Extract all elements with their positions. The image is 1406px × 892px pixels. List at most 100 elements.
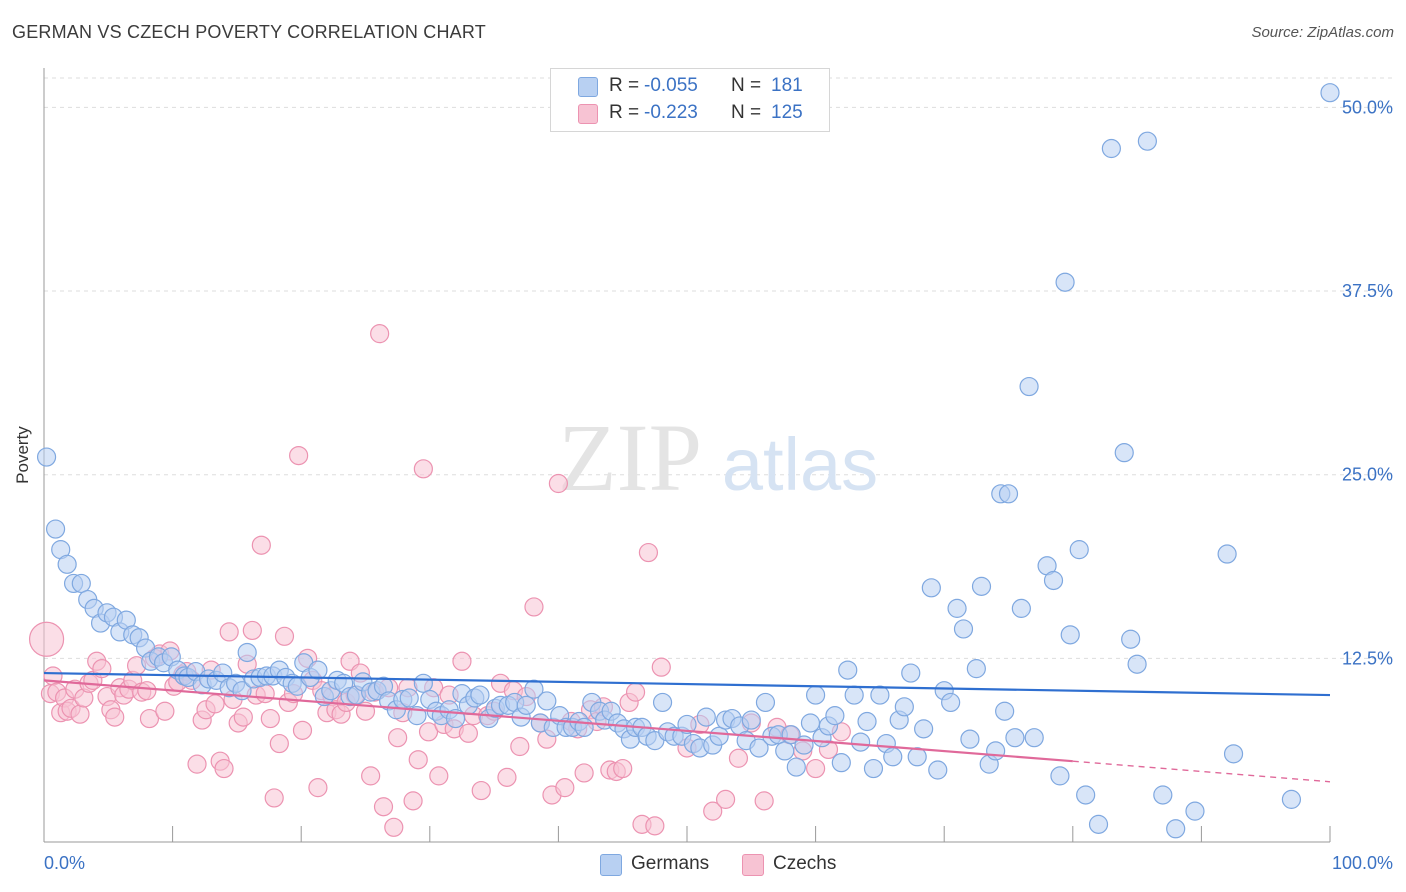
german-point (1121, 629, 1141, 649)
x-tick-labels: 0.0% 100.0% (44, 853, 1393, 873)
czechs-trend-extension (1072, 760, 1331, 783)
germans-trend-line (43, 671, 1331, 697)
german-point (953, 619, 974, 639)
czech-point (361, 766, 381, 786)
czech-point (452, 651, 472, 671)
czech-point (703, 801, 723, 821)
watermark-atlas: atlas (722, 423, 878, 506)
grid-lines (44, 77, 1395, 659)
czech-point (289, 445, 309, 466)
german-point (971, 576, 992, 596)
czech-point (373, 797, 394, 817)
german-point (413, 673, 433, 693)
watermark-zip: ZIP (558, 404, 702, 511)
german-point (1055, 272, 1075, 292)
y-tick-labels: 12.5% 25.0% 37.5% 50.0% (1342, 97, 1393, 668)
german-point (851, 732, 871, 752)
czech-point (625, 682, 646, 702)
czech-point (264, 788, 284, 808)
german-point (677, 714, 697, 735)
czech-point (574, 763, 594, 783)
r-label: R = (609, 75, 640, 96)
czech-point (274, 626, 295, 646)
german-point (237, 642, 257, 663)
czech-point (292, 720, 313, 740)
german-point (1005, 728, 1025, 748)
german-point (831, 753, 851, 773)
czech-point (715, 789, 736, 809)
czech-point (28, 621, 65, 657)
german-point (966, 659, 986, 679)
czech-point (413, 459, 433, 479)
legend-row-czechs: R = -0.223 N = 125 (551, 100, 829, 126)
czech-point (471, 780, 491, 801)
czechs-trend-line (43, 679, 1073, 763)
german-point (741, 710, 761, 730)
x-tick-label: 100.0% (1332, 853, 1393, 873)
german-point (1114, 443, 1134, 463)
chart-source: Source: ZipAtlas.com (1251, 24, 1394, 41)
czechs-legend-label: Czechs (773, 853, 837, 874)
czech-point (137, 681, 157, 701)
czech-point (429, 766, 449, 786)
german-point (928, 760, 948, 780)
german-point (863, 758, 884, 779)
czech-point (548, 473, 569, 494)
chart-title: GERMAN VS CZECH POVERTY CORRELATION CHAR… (12, 22, 486, 42)
czech-point (728, 748, 749, 768)
german-point (838, 660, 858, 680)
czechs-points (28, 324, 851, 837)
czech-point (251, 535, 271, 555)
czech-point (214, 758, 234, 779)
czech-point (187, 754, 207, 774)
germans-swatch (578, 77, 598, 97)
german-point (1166, 819, 1186, 839)
czech-point (242, 620, 262, 641)
czech-point (384, 817, 404, 837)
german-point (775, 741, 795, 761)
czech-point (308, 778, 328, 798)
czech-point (645, 816, 665, 836)
german-point (1153, 785, 1173, 805)
czech-point (497, 767, 517, 787)
zipatlas-watermark: ZIP atlas (558, 404, 878, 511)
r-value: -0.055 (644, 75, 698, 96)
german-point (1137, 131, 1157, 151)
german-point (696, 707, 716, 727)
czech-point (555, 778, 575, 798)
german-point (1088, 814, 1109, 834)
german-point (1011, 598, 1031, 618)
czech-point (139, 708, 160, 729)
trend-lines (43, 671, 1331, 783)
czech-point (219, 622, 239, 642)
czech-point (205, 694, 225, 714)
y-tick-label: 50.0% (1342, 97, 1393, 117)
czech-point (754, 791, 774, 811)
czech-point (638, 542, 659, 563)
german-point (524, 679, 544, 699)
german-point (883, 747, 903, 767)
german-point (45, 519, 66, 539)
german-point (1043, 570, 1064, 591)
german-point (652, 692, 673, 713)
german-point (901, 663, 921, 683)
german-point (960, 729, 980, 749)
german-point (907, 747, 927, 767)
german-point (407, 706, 427, 726)
german-point (998, 484, 1019, 504)
german-point (1069, 540, 1089, 560)
y-tick-label: 37.5% (1342, 281, 1393, 301)
czech-point (70, 704, 90, 724)
german-point (947, 598, 967, 618)
german-point (1217, 544, 1237, 564)
german-point (709, 726, 729, 746)
czech-point (613, 758, 633, 779)
germans-legend-swatch (600, 854, 622, 876)
czech-point (458, 723, 478, 743)
y-tick-label: 12.5% (1342, 648, 1393, 668)
german-point (1127, 654, 1147, 674)
czech-point (805, 758, 826, 779)
german-point (749, 738, 769, 758)
germans-legend-label: Germans (631, 853, 710, 874)
